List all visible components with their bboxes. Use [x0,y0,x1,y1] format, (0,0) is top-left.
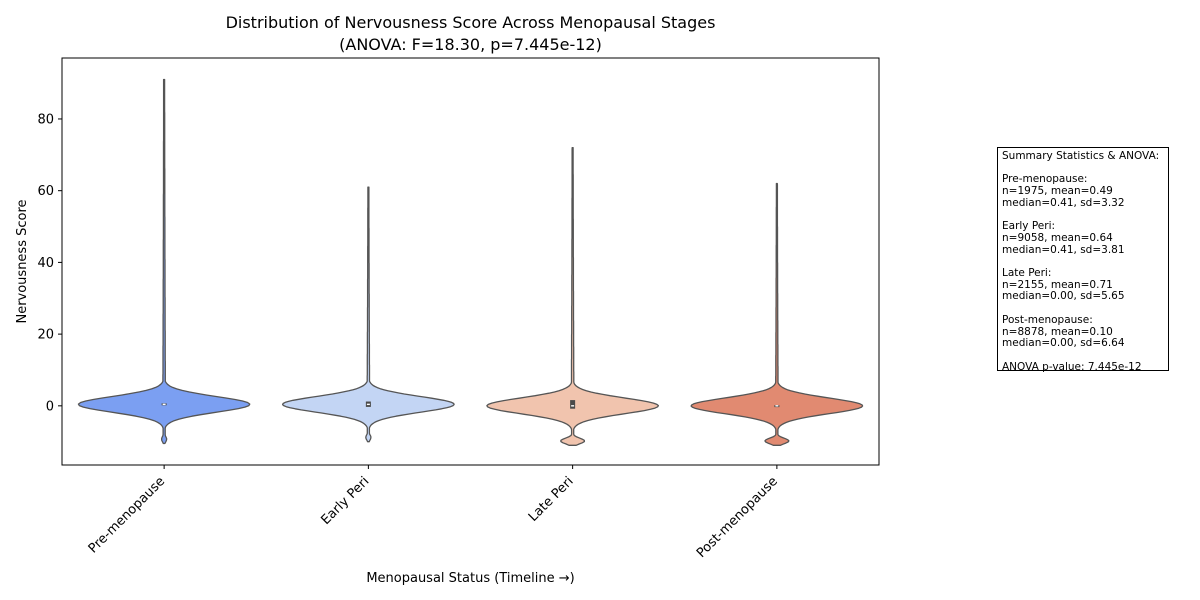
summary-line: Pre-menopause: [1002,173,1088,186]
summary-line: ANOVA p-value: 7.445e-12 [1002,360,1142,373]
summary-line: median=0.41, sd=3.32 [1002,196,1125,209]
summary-line: Early Peri: [1002,220,1056,233]
y-tick-label: 0 [46,399,54,414]
y-axis-label: Nervousness Score [15,199,30,323]
summary-line [1002,350,1164,362]
summary-line: Post-menopause: [1002,313,1093,326]
x-tick-label: Early Peri [318,474,372,528]
x-tick-label: Late Peri [526,474,577,525]
y-tick-label: 20 [37,328,54,343]
violin-late-peri [486,146,660,446]
plot-frame [61,57,880,466]
chart-subtitle: (ANOVA: F=18.30, p=7.445e-12) [339,35,602,54]
x-tick-label: Post-menopause [694,474,781,561]
y-tick-label: 60 [37,184,54,199]
summary-line: n=2155, mean=0.71 [1002,278,1113,291]
summary-line: n=1975, mean=0.49 [1002,185,1113,198]
violin-pre-menopause [77,78,251,445]
x-axis-label: Menopausal Status (Timeline →) [366,571,574,586]
summary-line: median=0.00, sd=6.64 [1002,337,1125,350]
violin-early-peri [281,186,455,443]
summary-line: n=8878, mean=0.10 [1002,325,1113,338]
summary-statistics-box: Summary Statistics & ANOVA: Pre-menopaus… [997,147,1169,373]
summary-line: median=0.41, sd=3.81 [1002,243,1125,256]
violin-post-menopause [690,182,864,446]
summary-line: median=0.00, sd=5.65 [1002,290,1125,303]
y-tick-label: 80 [37,112,54,127]
summary-heading: Summary Statistics & ANOVA: [1002,150,1160,162]
summary-line: Late Peri: [1002,267,1052,280]
violin-iqr-box [570,400,576,409]
chart-title: Distribution of Nervousness Score Across… [225,13,716,32]
violin-body [486,146,660,446]
x-tick-label: Pre-menopause [86,474,168,556]
violin-body [77,78,251,445]
violin-body [690,182,864,446]
y-tick-label: 40 [37,256,54,271]
violin-body [281,186,455,443]
summary-line: n=9058, mean=0.64 [1002,231,1113,244]
